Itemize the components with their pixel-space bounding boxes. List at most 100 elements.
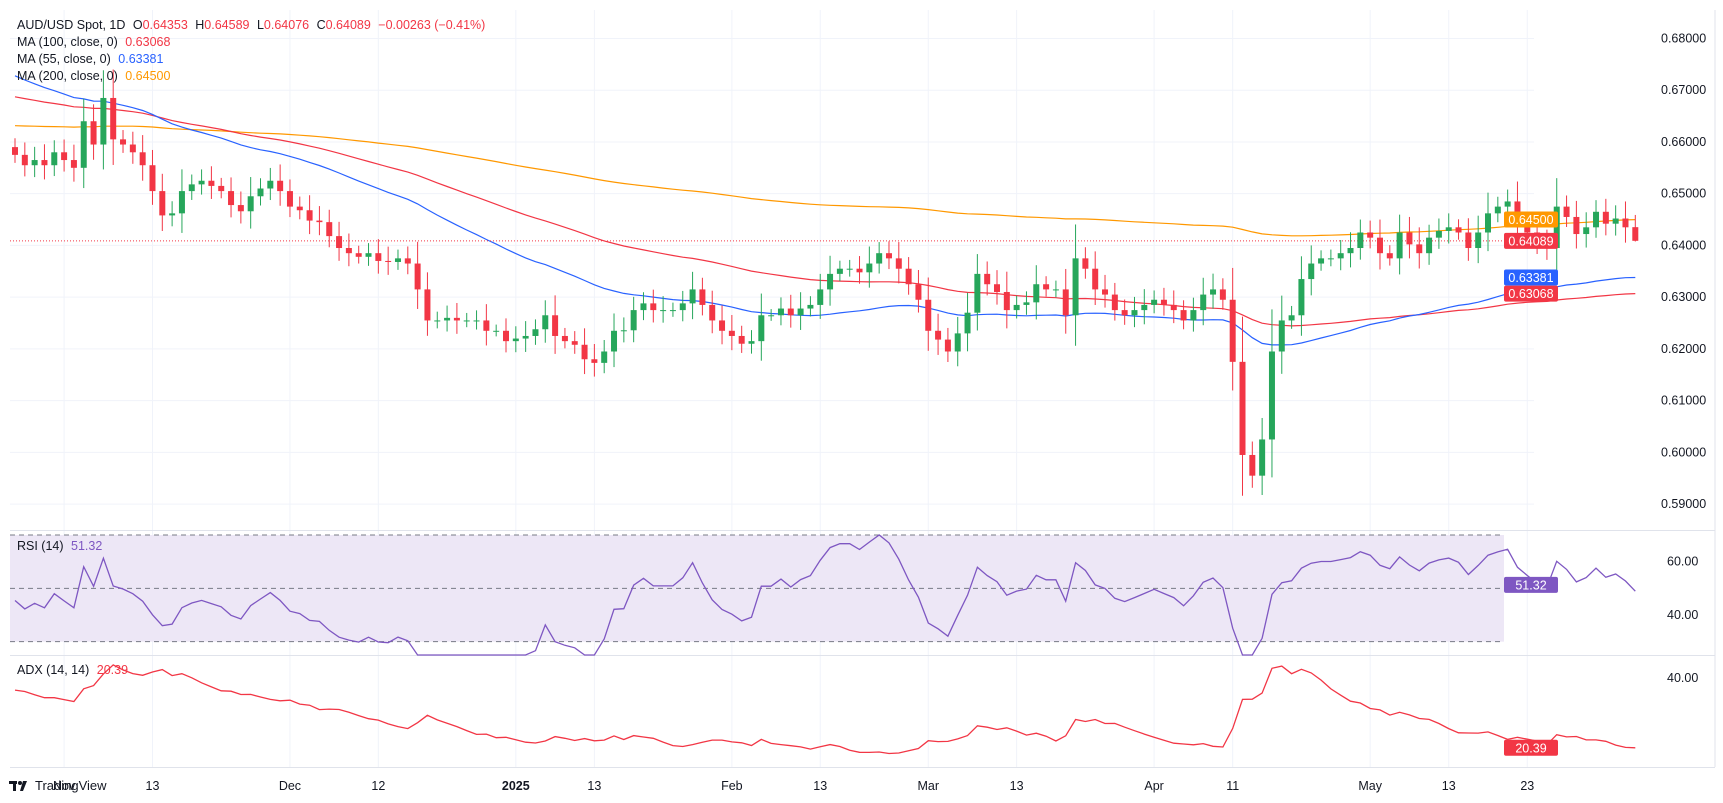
price-tag — [1504, 211, 1558, 228]
candle-body — [1465, 232, 1472, 249]
candle-body — [1190, 310, 1197, 321]
candle-body — [345, 248, 352, 254]
candle-body — [1485, 213, 1491, 233]
candle-body — [12, 147, 18, 155]
time-tick-label: 11 — [1226, 779, 1239, 793]
candle-body — [1357, 232, 1364, 249]
rsi-line — [14, 534, 1636, 656]
rsi-value-tag-label: 51.32 — [1515, 578, 1546, 592]
candle-body — [846, 268, 853, 270]
candle-body — [807, 304, 814, 309]
candle-body — [777, 308, 784, 316]
low-label: L — [256, 18, 264, 32]
candle-body — [237, 205, 244, 212]
candle-body — [768, 315, 775, 317]
candle-body — [1131, 310, 1138, 316]
candle-body — [905, 268, 912, 285]
rsi-value-tag — [1504, 576, 1558, 593]
candle-body — [1210, 289, 1217, 295]
candle-body — [1151, 299, 1158, 305]
candle-body — [1092, 268, 1099, 290]
candle-body — [1298, 279, 1305, 316]
time-tick-label: Mar — [917, 779, 939, 793]
candle-body — [434, 320, 441, 322]
candle-body — [1416, 244, 1423, 254]
rsi-legend[interactable]: RSI (14) 51.32 — [17, 538, 106, 555]
candle-body — [1013, 304, 1020, 311]
candle-body — [1583, 227, 1590, 235]
candle-body — [493, 330, 500, 332]
candle-body — [1406, 232, 1413, 245]
tradingview-brand[interactable]: TradingView — [9, 778, 107, 793]
close-value: 0.64089 — [325, 18, 371, 32]
candle-body — [974, 273, 981, 313]
adx-line — [14, 664, 1636, 755]
candle-body — [90, 121, 97, 145]
time-tick-label: May — [1358, 779, 1382, 793]
ma200-line — [14, 125, 1636, 237]
time-tick-label: 13 — [1010, 779, 1024, 793]
candle-body — [1259, 439, 1266, 476]
candle-body — [365, 253, 372, 257]
time-tick-label: 13 — [146, 779, 160, 793]
candle-body — [787, 308, 794, 316]
candle-body — [620, 330, 627, 332]
candle-body — [1318, 258, 1325, 264]
price-tag — [1504, 285, 1558, 302]
candle-body — [1052, 289, 1059, 291]
candle-body — [41, 160, 48, 166]
candle-body — [650, 303, 657, 311]
candle-body — [228, 191, 235, 206]
candle-body — [1239, 361, 1246, 455]
candle-body — [218, 185, 225, 192]
ma55-legend[interactable]: MA (55, close, 0) 0.63381 — [17, 51, 167, 68]
candle-body — [80, 121, 87, 168]
candle-body — [1386, 253, 1393, 259]
time-tick-label: Apr — [1144, 779, 1163, 793]
candle-body — [316, 220, 323, 223]
candle-body — [1062, 289, 1069, 316]
symbol-title[interactable]: AUD/USD Spot, 1D — [17, 18, 126, 32]
candle-body — [827, 273, 834, 290]
time-axis[interactable]: Nov 13 Dec 12 2025 13 Feb 13 Mar 13 Apr 11 May 13 23 — [53, 779, 1534, 793]
ma200-legend[interactable]: MA (200, close, 0) 0.64500 — [17, 68, 174, 85]
adx-legend[interactable]: ADX (14, 14) 20.39 — [17, 662, 132, 679]
candle-body — [149, 165, 156, 192]
candle-body — [129, 144, 136, 153]
candle-body — [856, 268, 863, 273]
candle-body — [1376, 237, 1383, 254]
candle-body — [679, 303, 686, 311]
candle-body — [1121, 310, 1128, 316]
price-tick-label: 0.64000 — [1661, 238, 1706, 252]
candle-body — [954, 333, 961, 352]
candle-body — [581, 344, 588, 360]
candle-body — [1426, 237, 1433, 254]
candle-body — [689, 289, 696, 304]
moving-average-lines — [10, 75, 1636, 346]
rsi-tick-label: 60.00 — [1667, 555, 1698, 569]
candle-body — [542, 315, 549, 330]
candle-body — [709, 304, 716, 321]
candle-body — [660, 310, 667, 312]
candle-body — [552, 315, 559, 336]
adx-value-tag — [1504, 739, 1558, 756]
tradingview-logo-icon — [9, 780, 27, 791]
candle-body — [306, 210, 313, 221]
candle-body — [532, 329, 539, 336]
price-tick-label: 0.61000 — [1661, 394, 1706, 408]
time-tick-label: 2025 — [502, 779, 530, 793]
price-tick-label: 0.67000 — [1661, 83, 1706, 97]
candle-body — [591, 359, 598, 363]
ma100-legend[interactable]: MA (100, close, 0) 0.63068 — [17, 34, 174, 51]
rsi-title: RSI (14) — [17, 539, 64, 553]
open-value: 0.64353 — [142, 18, 188, 32]
candle-body — [1593, 211, 1600, 228]
price-tag-label: 0.63068 — [1508, 287, 1553, 301]
candle-body — [296, 206, 303, 211]
low-value: 0.64076 — [263, 18, 310, 32]
candle-body — [836, 268, 843, 274]
candle-body — [964, 312, 971, 334]
candle-body — [1455, 227, 1462, 233]
price-axis[interactable]: 0.68000 0.67000 0.66000 0.65000 0.64000 0.630… — [1661, 31, 1706, 684]
